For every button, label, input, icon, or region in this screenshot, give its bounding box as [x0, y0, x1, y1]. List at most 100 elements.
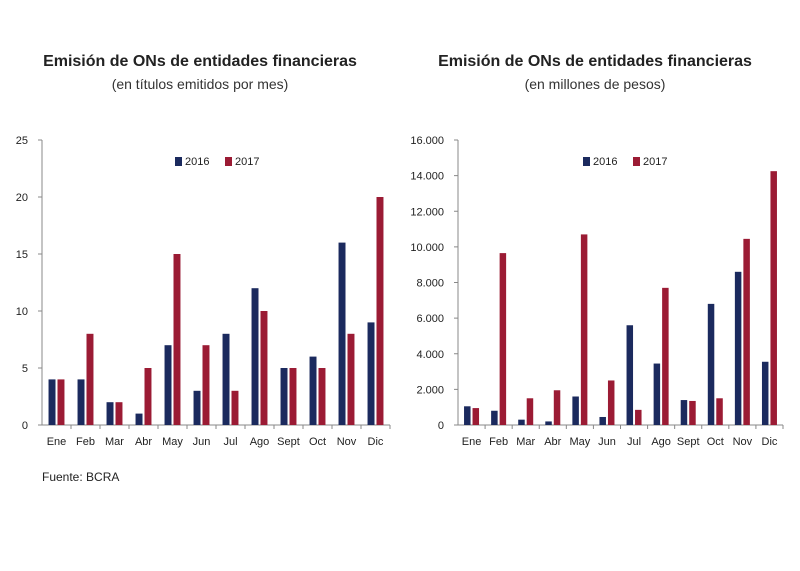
chart-2-bar-2016-jun — [599, 416, 606, 425]
chart-2-bar-2017-feb — [499, 253, 507, 425]
chart-1-bar-2016-nov — [338, 242, 346, 425]
chart-2-bar-2016-feb — [491, 410, 498, 425]
chart-1-y-tick-label: 5 — [22, 363, 28, 375]
chart-1-y-tick-label: 15 — [16, 249, 28, 261]
chart-2-x-tick-label: Ene — [462, 436, 482, 448]
chart-2-y-tick-label: 8.000 — [416, 278, 444, 290]
chart-2-x-tick-label: Abr — [544, 436, 561, 448]
chart-1-y-tick-label: 25 — [16, 135, 28, 147]
chart-2-bar-2017-ene — [472, 408, 480, 425]
chart-2-bar-2017-may — [580, 234, 588, 425]
chart-1-y-tick-label: 10 — [16, 306, 28, 318]
chart-2-bar-2017-jul — [635, 409, 642, 425]
chart-2-x-tick-label: Jul — [627, 436, 641, 448]
chart-1-bar-2016-jul — [222, 333, 230, 425]
chart-1-bar-2016-jun — [193, 390, 201, 425]
chart-2-y-tick-label: 14.000 — [410, 171, 444, 183]
chart-1-title: Emisión de ONs de entidades financieras — [43, 53, 357, 70]
chart-1-bar-2017-ene — [57, 379, 65, 425]
chart-1-bar-2016-mar — [106, 402, 114, 425]
chart-1-legend-swatch-2016 — [175, 157, 182, 166]
chart-1-bar-2016-dic — [367, 322, 375, 425]
chart-1-x-tick-label: Dic — [368, 436, 384, 448]
chart-2-x-tick-label: Mar — [516, 436, 535, 448]
chart-1-bar-2017-nov — [347, 333, 355, 425]
chart-2-x-tick-label: Feb — [489, 436, 508, 448]
chart-2-legend-swatch-2016 — [583, 157, 590, 166]
chart-1-bar-2016-abr — [135, 413, 143, 425]
chart-1-bar-2017-mar — [115, 402, 123, 425]
chart-1-x-tick-label: Abr — [135, 436, 152, 448]
chart-2-bar-2016-dic — [761, 361, 769, 425]
chart-2-bar-2016-nov — [734, 271, 742, 425]
chart-2-y-tick-label: 12.000 — [410, 206, 444, 218]
chart-1-y-tick-label: 20 — [16, 192, 28, 204]
chart-1-bar-2016-feb — [77, 379, 85, 425]
chart-2-subtitle: (en millones de pesos) — [524, 76, 666, 92]
chart-2-y-tick-label: 4.000 — [416, 349, 444, 361]
chart-2-bar-2017-mar — [526, 398, 534, 425]
chart-2-bar-2017-jun — [607, 380, 615, 425]
chart-1-x-tick-label: Mar — [105, 436, 124, 448]
chart-1-legend-swatch-2017 — [225, 157, 232, 166]
chart-2-bar-2017-ago — [662, 287, 669, 425]
chart-2-legend-swatch-2017 — [633, 157, 640, 166]
chart-2-x-tick-label: Ago — [651, 436, 671, 448]
chart-1-legend-label-2016: 2016 — [185, 156, 209, 168]
chart-2-x-tick-label: Dic — [762, 436, 778, 448]
chart-2-legend-label-2016: 2016 — [593, 156, 617, 168]
chart-2-x-tick-label: Jun — [598, 436, 616, 448]
chart-2-y-tick-label: 10.000 — [410, 242, 444, 254]
chart-1-y-tick-label: 0 — [22, 420, 28, 432]
chart-1-x-tick-label: Nov — [337, 436, 357, 448]
chart-2-y-tick-label: 6.000 — [416, 313, 444, 325]
chart-1-x-tick-label: Oct — [309, 436, 326, 448]
chart-1-x-tick-label: Sept — [277, 436, 300, 448]
chart-1-x-tick-label: Feb — [76, 436, 95, 448]
chart-1-bar-2017-sept — [289, 368, 297, 425]
chart-2-bar-2016-oct — [707, 303, 715, 425]
chart-2-bar-2016-abr — [545, 421, 552, 425]
chart-2-bar-2017-nov — [743, 238, 750, 425]
chart-2-bar-2016-mar — [518, 419, 525, 425]
chart-1-bar-2017-ago — [260, 311, 268, 425]
chart-1-bar-2016-sept — [280, 368, 288, 425]
chart-1-bar-2016-may — [164, 345, 172, 425]
chart-1-bar-2017-abr — [144, 368, 152, 425]
chart-1-bar-2017-feb — [86, 333, 94, 425]
chart-2-bar-2017-dic — [770, 171, 777, 425]
chart-2-legend-label-2017: 2017 — [643, 156, 667, 168]
chart-1-bar-2016-ene — [48, 379, 56, 425]
chart-2-x-tick-label: May — [569, 436, 590, 448]
source-note: Fuente: BCRA — [42, 470, 120, 484]
chart-1-x-tick-label: Ago — [250, 436, 270, 448]
chart-2-bar-2016-ene — [464, 406, 471, 425]
chart-2-x-tick-label: Nov — [733, 436, 753, 448]
chart-2-bar-2017-abr — [553, 390, 561, 425]
chart-2-title: Emisión de ONs de entidades financieras — [438, 53, 752, 70]
chart-2-bar-2017-oct — [716, 398, 723, 425]
chart-1-x-tick-label: Ene — [47, 436, 67, 448]
chart-1-x-tick-label: Jul — [223, 436, 237, 448]
chart-2-y-tick-label: 0 — [438, 420, 444, 432]
chart-1-bar-2017-dic — [376, 197, 384, 425]
chart-2-y-tick-label: 16.000 — [410, 135, 444, 147]
chart-1-legend-label-2017: 2017 — [235, 156, 259, 168]
chart-1-x-tick-label: Jun — [193, 436, 211, 448]
chart-2-bar-2016-ago — [653, 363, 661, 425]
chart-1-bar-2017-jun — [202, 345, 210, 425]
chart-2-bar-2016-may — [572, 396, 579, 425]
chart-2-bar-2016-jul — [626, 325, 634, 425]
chart-1-bar-2017-jul — [231, 390, 239, 425]
chart-1-bar-2016-ago — [251, 288, 259, 425]
chart-2-x-tick-label: Sept — [677, 436, 700, 448]
chart-1-subtitle: (en títulos emitidos por mes) — [111, 76, 289, 92]
chart-2-x-tick-label: Oct — [707, 436, 724, 448]
chart-2-y-tick-label: 2.000 — [416, 384, 444, 396]
chart-1-bar-2016-oct — [309, 356, 317, 425]
chart-1-x-tick-label: May — [162, 436, 183, 448]
chart-1-bar-2017-may — [173, 254, 181, 425]
chart-2-bar-2016-sept — [680, 400, 688, 425]
chart-1-bar-2017-oct — [318, 368, 326, 425]
